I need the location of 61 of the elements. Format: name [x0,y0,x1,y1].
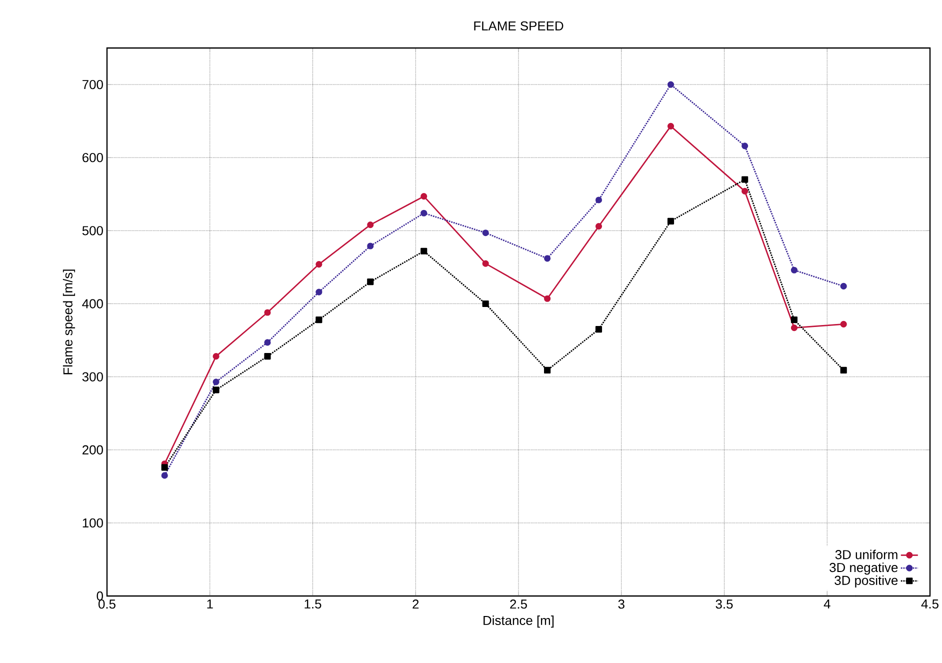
point [316,316,322,324]
point [367,278,374,286]
y-tick-label: 100 [82,518,103,528]
point [595,222,602,230]
point [161,464,168,471]
y-axis-title: Flame speed [m/s] [62,270,76,374]
y-tick-label: 400 [82,299,103,308]
y-tick-label: 200 [82,445,103,454]
point [316,288,322,296]
y-tick-label: 0 [96,591,103,601]
point [482,300,489,308]
y-tick-label: 300 [82,372,103,382]
point [212,386,220,394]
point [840,366,847,374]
point [544,295,551,302]
x-tick-label: 2.5 [510,600,527,609]
legend-label: 3D positive [834,575,898,588]
x-tick-label: 1.5 [304,600,322,609]
x-tick-label: 4 [824,600,830,608]
point [482,260,489,267]
y-tick-label: 500 [82,226,103,236]
point [420,210,428,216]
point [367,222,374,228]
y-tick-label: 600 [82,153,103,162]
legend-label: 3D negative [830,562,898,575]
point [742,142,748,150]
x-tick-label: 4.5 [921,600,938,609]
point [595,326,602,333]
point [482,230,489,236]
chart-title: FLAME SPEED [474,21,564,30]
point [840,282,847,290]
point [264,309,271,316]
point [790,316,798,324]
x-tick-label: 3 [618,600,624,609]
point [420,193,428,200]
point [840,320,847,328]
point [212,378,220,386]
x-tick-label: 2 [412,600,419,609]
point [212,353,220,360]
point [742,176,748,183]
point [595,196,602,204]
point [316,260,322,268]
x-tick-label: 0.5 [98,600,116,609]
point [367,242,374,250]
point [790,324,798,332]
point [420,248,428,254]
x-axis-title: Distance [m] [484,616,554,628]
point [544,366,551,374]
x-tick-label: 1 [207,600,213,608]
point [161,472,168,479]
point [667,81,674,88]
y-tick-label: 700 [82,80,103,90]
legend-label: 3D uniform [835,550,898,560]
point [742,188,748,194]
point [264,339,271,346]
point [790,266,798,274]
point [667,218,674,224]
point [544,255,551,262]
point [264,353,271,360]
point [667,122,674,130]
x-tick-label: 3.5 [716,600,733,609]
